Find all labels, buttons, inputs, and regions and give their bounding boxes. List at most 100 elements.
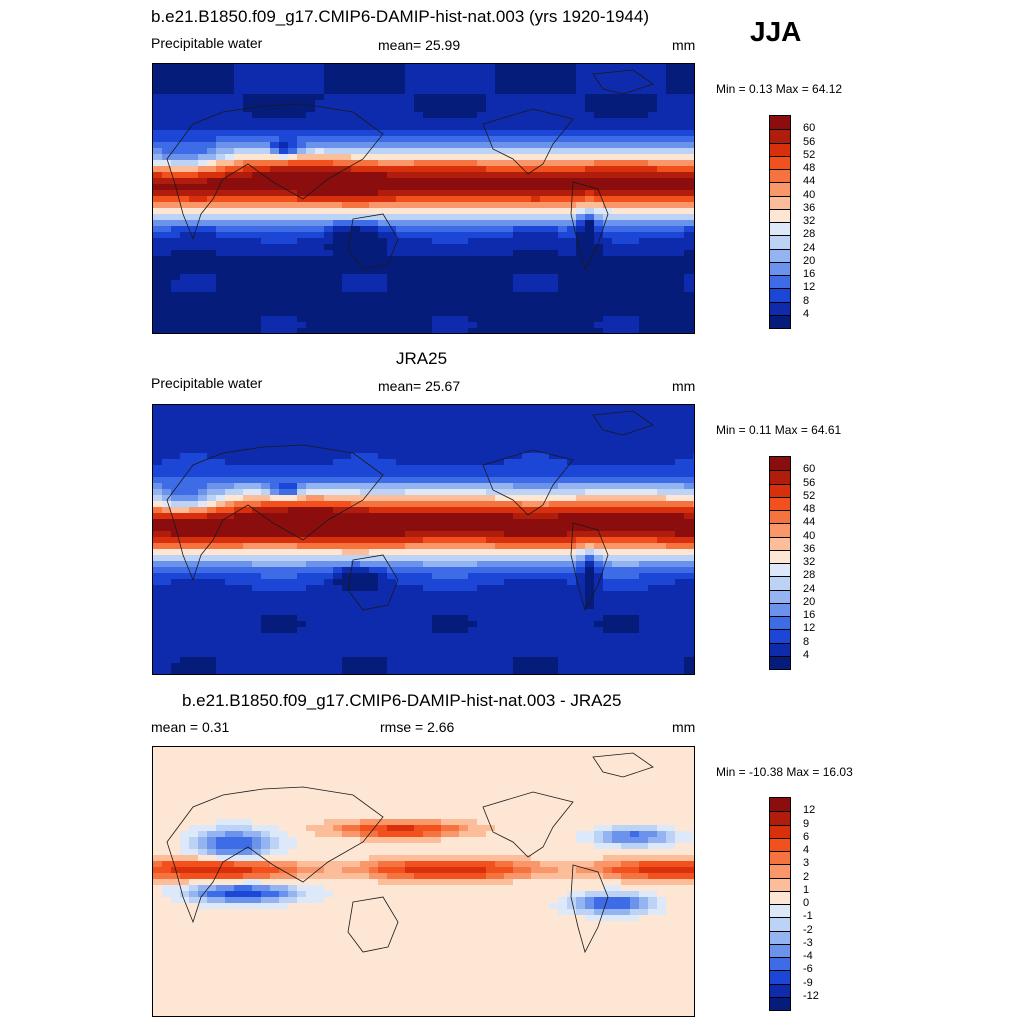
field-cell xyxy=(621,280,631,287)
field-cell xyxy=(549,537,559,544)
field-cell xyxy=(612,441,622,448)
field-cell xyxy=(252,220,262,227)
field-cell xyxy=(189,268,199,275)
field-cell xyxy=(216,447,226,454)
field-cell xyxy=(657,124,667,131)
field-cell xyxy=(396,405,406,412)
field-cell xyxy=(342,543,352,550)
field-cell xyxy=(513,567,523,574)
field-cell xyxy=(639,202,649,209)
field-cell xyxy=(468,262,478,269)
field-cell xyxy=(495,543,505,550)
field-cell xyxy=(450,70,460,77)
field-cell xyxy=(378,429,388,436)
field-cell xyxy=(450,298,460,305)
field-cell xyxy=(189,561,199,568)
field-cell xyxy=(396,76,406,83)
field-cell xyxy=(648,417,658,424)
field-cell xyxy=(252,531,262,538)
field-cell xyxy=(693,64,694,71)
field-cell xyxy=(342,232,352,239)
field-cell xyxy=(423,250,433,257)
field-cell xyxy=(252,489,262,496)
field-cell xyxy=(423,573,433,580)
field-cell xyxy=(315,88,325,95)
field-cell xyxy=(207,214,217,221)
field-cell xyxy=(252,405,262,412)
field-cell xyxy=(252,154,262,161)
field-cell xyxy=(162,531,172,538)
field-cell xyxy=(216,531,226,538)
field-cell xyxy=(369,310,379,317)
field-cell xyxy=(387,304,397,311)
field-cell xyxy=(684,136,694,143)
field-cell xyxy=(270,465,280,472)
field-cell xyxy=(495,555,505,562)
field-cell xyxy=(522,256,532,263)
field-cell xyxy=(495,465,505,472)
field-cell xyxy=(558,178,568,185)
field-cell xyxy=(324,262,334,269)
field-cell xyxy=(297,615,307,622)
field-cell xyxy=(432,573,442,580)
field-cell xyxy=(171,196,181,203)
field-cell xyxy=(198,214,208,221)
field-cell xyxy=(243,202,253,209)
field-cell xyxy=(549,579,559,586)
field-cell xyxy=(567,82,577,89)
field-cell xyxy=(648,268,658,275)
field-cell xyxy=(315,298,325,305)
field-cell xyxy=(153,531,163,538)
field-cell xyxy=(171,423,181,430)
field-cell xyxy=(351,190,361,197)
field-cell xyxy=(387,76,397,83)
field-cell xyxy=(252,609,262,616)
field-cell xyxy=(549,166,559,173)
field-cell xyxy=(612,477,622,484)
field-cell xyxy=(621,609,631,616)
field-cell xyxy=(522,459,532,466)
field-cell xyxy=(405,268,415,275)
field-cell xyxy=(612,196,622,203)
field-cell xyxy=(324,405,334,412)
field-cell xyxy=(558,136,568,143)
field-cell xyxy=(315,232,325,239)
field-cell xyxy=(369,166,379,173)
field-cell xyxy=(594,106,604,113)
field-cell xyxy=(486,262,496,269)
field-cell xyxy=(522,304,532,311)
field-cell xyxy=(621,136,631,143)
field-cell xyxy=(477,262,487,269)
field-cell xyxy=(657,298,667,305)
field-cell xyxy=(666,88,676,95)
field-cell xyxy=(567,495,577,502)
field-cell xyxy=(621,555,631,562)
field-cell xyxy=(540,477,550,484)
field-cell xyxy=(153,172,163,179)
field-cell xyxy=(333,609,343,616)
field-cell xyxy=(576,166,586,173)
field-cell xyxy=(639,190,649,197)
field-cell xyxy=(261,202,271,209)
field-cell xyxy=(351,513,361,520)
field-cell xyxy=(333,274,343,281)
field-cell xyxy=(486,160,496,167)
field-cell xyxy=(360,417,370,424)
field-cell xyxy=(477,573,487,580)
field-cell xyxy=(216,76,226,83)
field-cell xyxy=(306,280,316,287)
field-cell xyxy=(567,172,577,179)
field-cell xyxy=(351,88,361,95)
field-cell xyxy=(270,483,280,490)
field-cell xyxy=(360,298,370,305)
field-cell xyxy=(351,573,361,580)
colorbar-swatch xyxy=(770,314,790,328)
field-cell xyxy=(234,88,244,95)
field-cell xyxy=(594,202,604,209)
field-cell xyxy=(468,256,478,263)
field-cell xyxy=(243,525,253,532)
field-cell xyxy=(225,483,235,490)
field-cell xyxy=(351,567,361,574)
field-cell xyxy=(414,190,424,197)
field-cell xyxy=(441,226,451,233)
